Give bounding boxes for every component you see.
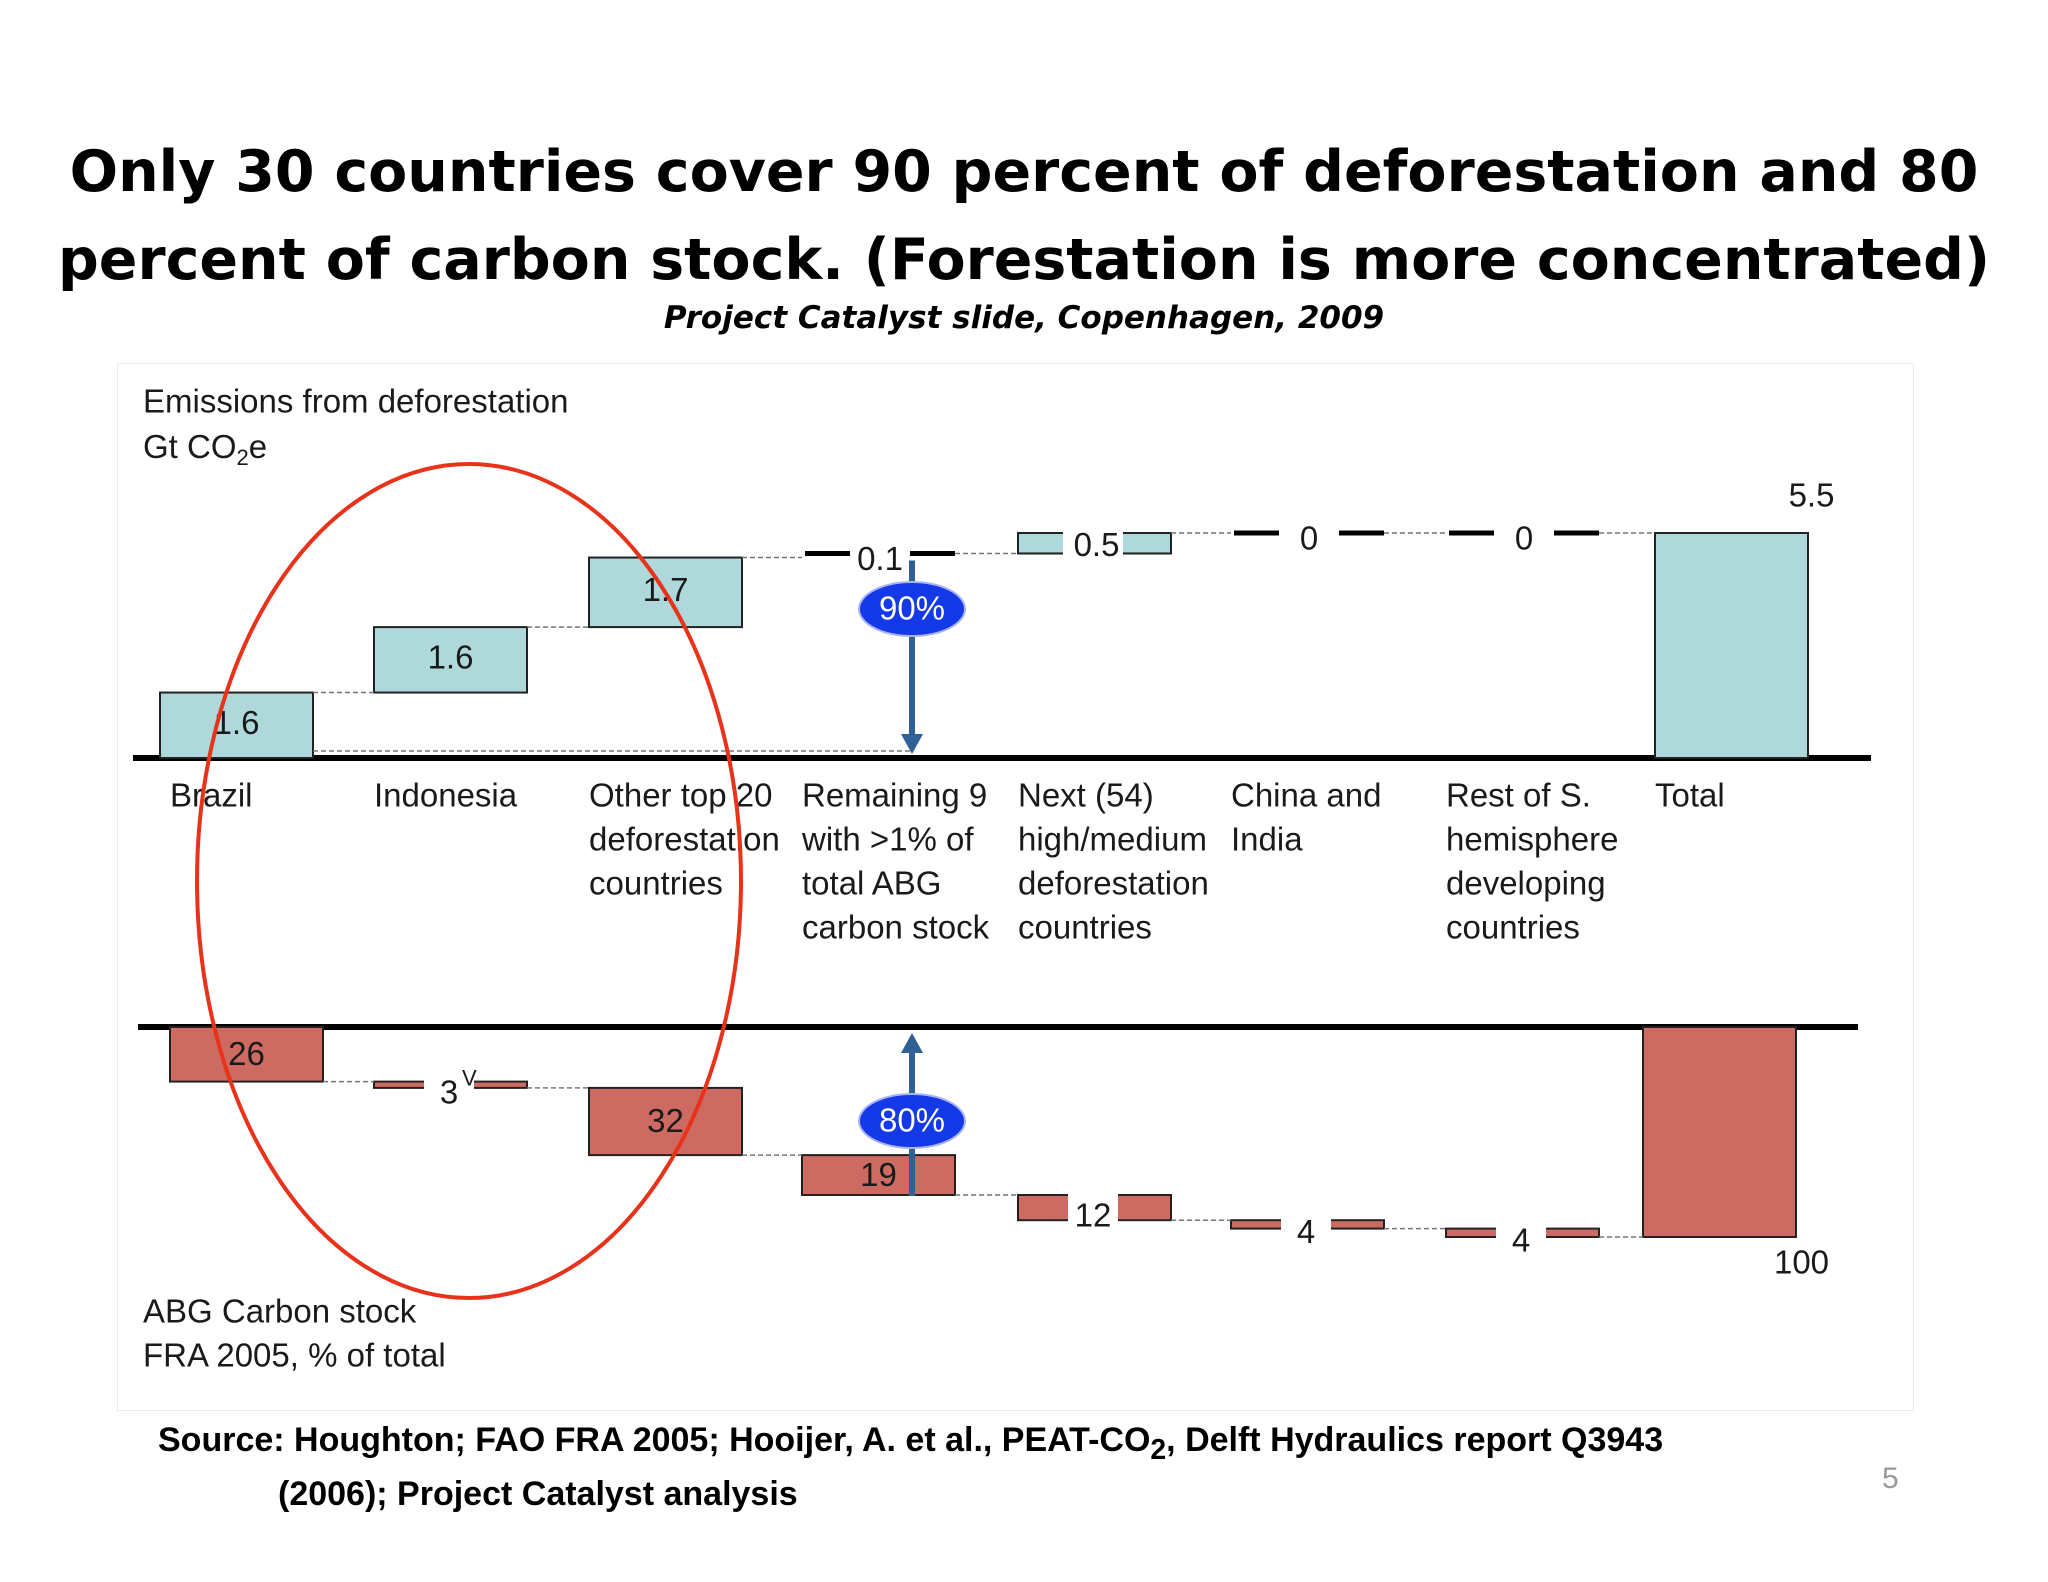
- carbon-label-indonesia: 3: [440, 1073, 458, 1110]
- carbon-label-bg-next-54: [1068, 1191, 1118, 1225]
- category-label-next-54-line-4: countries: [1018, 909, 1152, 946]
- carbon-footnote-mark: V: [462, 1065, 477, 1090]
- title-line-1: Only 30 countries cover 90 percent of de…: [69, 139, 1979, 205]
- category-label-next-54-line-2: high/medium: [1018, 821, 1207, 858]
- carbon-bar-total: [1642, 1026, 1797, 1238]
- highlight-circle: [195, 462, 743, 1300]
- source-line-1-suffix: , Delft Hydraulics report Q3943: [1166, 1421, 1664, 1459]
- category-label-remaining-9-line-1: Remaining 9: [802, 777, 987, 814]
- emissions-percent-badge: [858, 581, 966, 637]
- category-label-remaining-9-line-2: with >1% of: [801, 821, 974, 858]
- emissions-bar-total: [1654, 532, 1809, 759]
- emissions-bracket-arrowhead: [901, 734, 923, 754]
- carbon-label-next-54: 12: [1075, 1196, 1112, 1233]
- slide-subtitle: Project Catalyst slide, Copenhagen, 2009: [663, 300, 1385, 336]
- source-note: Source: Houghton; FAO FRA 2005; Hooijer,…: [158, 1418, 1663, 1516]
- slide-title: Only 30 countries cover 90 percent of de…: [0, 128, 2048, 304]
- emissions-label-rest-of-s: 0: [1515, 520, 1533, 557]
- category-label-rest-of-s-line-2: hemisphere: [1446, 821, 1618, 858]
- category-label-china-and-line-1: China and: [1231, 777, 1381, 814]
- carbon-label-bg-rest-of-s: [1496, 1224, 1546, 1241]
- emissions-label-indonesia: 1.6: [428, 639, 474, 676]
- carbon-bar-remaining-9: [801, 1154, 956, 1196]
- carbon-bracket-arrowhead: [901, 1033, 923, 1053]
- carbon-unit-label: FRA 2005, % of total: [143, 1337, 446, 1374]
- category-label-next-54-line-1: Next (54): [1018, 777, 1154, 814]
- source-line-1-prefix: Source: Houghton; FAO FRA 2005; Hooijer,…: [158, 1421, 1151, 1459]
- title-line-2: percent of carbon stock. (Forestation is…: [58, 227, 1990, 293]
- carbon-label-total: 100: [1774, 1244, 1829, 1281]
- carbon-label-remaining-9: 19: [860, 1156, 897, 1193]
- category-label-remaining-9-line-4: carbon stock: [802, 909, 990, 946]
- category-label-remaining-9-line-3: total ABG: [802, 865, 941, 902]
- category-label-indonesia-line-1: Indonesia: [374, 777, 518, 814]
- source-line-2: (2006); Project Catalyst analysis: [278, 1474, 798, 1513]
- category-label-other-top-20-line-2: deforestation: [589, 821, 780, 858]
- emissions-label-china-and: 0: [1300, 520, 1318, 557]
- category-label-rest-of-s-line-3: developing: [1446, 865, 1606, 902]
- category-label-total-line-1: Total: [1655, 777, 1725, 814]
- carbon-bar-brazil: [169, 1026, 324, 1083]
- emissions-label-next-54: 0.5: [1074, 526, 1120, 563]
- carbon-axis-label: ABG Carbon stock: [143, 1293, 417, 1330]
- carbon-percent-label: 80%: [879, 1102, 945, 1139]
- carbon-label-bg-china-and: [1281, 1216, 1331, 1233]
- emissions-label-total: 5.5: [1789, 477, 1835, 514]
- page-number: 5: [1882, 1462, 1899, 1495]
- emissions-axis-label: Emissions from deforestation: [143, 383, 569, 420]
- carbon-label-china-and: 4: [1297, 1213, 1315, 1250]
- category-label-other-top-20-line-3: countries: [589, 865, 723, 902]
- emissions-percent-label: 90%: [879, 590, 945, 627]
- category-label-next-54-line-3: deforestation: [1018, 865, 1209, 902]
- emissions-bar-indonesia: [373, 626, 528, 694]
- category-label-other-top-20-line-1: Other top 20: [589, 777, 772, 814]
- category-label-brazil-line-1: Brazil: [170, 777, 253, 814]
- category-label-rest-of-s-line-1: Rest of S.: [1446, 777, 1591, 814]
- emissions-bar-brazil: [159, 691, 314, 759]
- category-label-china-and-line-2: India: [1231, 821, 1303, 858]
- emissions-label-remaining-9: 0.1: [857, 540, 903, 577]
- waterfall-chart: Emissions from deforestation Gt CO2e ABG C…: [117, 363, 1914, 1411]
- carbon-label-other-top-20: 32: [647, 1102, 684, 1139]
- chart-svg: Emissions from deforestation Gt CO2e ABG C…: [133, 383, 1871, 1374]
- carbon-label-brazil: 26: [228, 1035, 265, 1072]
- source-subscript: 2: [1150, 1433, 1167, 1466]
- category-label-rest-of-s-line-4: countries: [1446, 909, 1580, 946]
- carbon-label-bg-indonesia: [424, 1077, 474, 1092]
- emissions-label-bg-next-54: [1063, 529, 1123, 558]
- carbon-percent-badge: [858, 1093, 966, 1149]
- carbon-label-rest-of-s: 4: [1512, 1222, 1530, 1259]
- carbon-bar-other-top-20: [588, 1086, 743, 1157]
- emissions-unit-label: Gt CO2e: [143, 428, 267, 470]
